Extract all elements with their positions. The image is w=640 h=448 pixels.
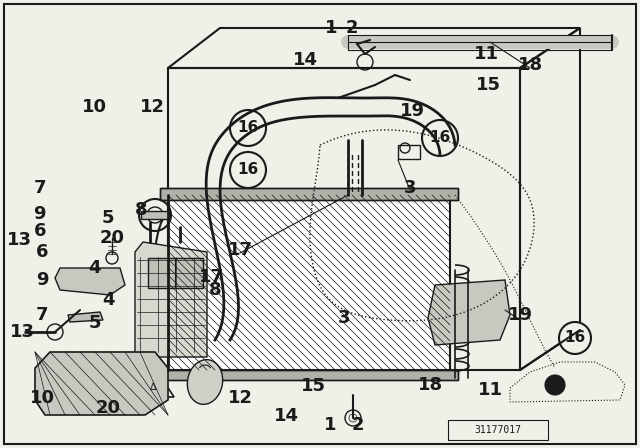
Circle shape [545, 375, 565, 395]
Bar [160, 370, 458, 380]
Circle shape [559, 322, 591, 354]
Text: 3: 3 [338, 309, 351, 327]
Text: 10: 10 [29, 389, 54, 407]
Text: 9: 9 [33, 205, 46, 223]
Text: 20: 20 [95, 399, 120, 417]
Text: 9: 9 [36, 271, 48, 289]
Text: 16: 16 [429, 130, 451, 146]
Polygon shape [135, 242, 207, 357]
Text: 14: 14 [274, 407, 300, 425]
Bar [160, 188, 458, 200]
Text: 7: 7 [36, 306, 48, 324]
Text: 1: 1 [325, 19, 338, 37]
Text: 17: 17 [198, 268, 224, 286]
Text: ∆: ∆ [148, 382, 156, 392]
Text: 18: 18 [517, 56, 543, 74]
Text: 16: 16 [237, 121, 259, 135]
Text: 2: 2 [346, 19, 358, 37]
Bar [398, 145, 420, 159]
Text: 5: 5 [88, 314, 101, 332]
Text: 15: 15 [476, 76, 500, 94]
Text: 7: 7 [33, 179, 46, 197]
Text: 4: 4 [102, 291, 115, 309]
Text: 6: 6 [36, 243, 48, 261]
Text: 19: 19 [400, 102, 426, 120]
Polygon shape [428, 280, 510, 345]
Text: 20: 20 [99, 229, 125, 247]
Polygon shape [55, 268, 125, 295]
Text: 1: 1 [324, 416, 336, 434]
Text: 14: 14 [292, 51, 317, 69]
Circle shape [230, 110, 266, 146]
Bar [160, 188, 458, 200]
Text: 3: 3 [404, 179, 416, 197]
Text: 13: 13 [6, 231, 32, 249]
Text: 8: 8 [134, 201, 147, 219]
Text: 18: 18 [417, 376, 443, 394]
Bar [448, 420, 548, 440]
Text: 31177017: 31177017 [474, 425, 522, 435]
Polygon shape [68, 312, 103, 322]
Text: 17: 17 [227, 241, 253, 259]
Bar [160, 370, 458, 380]
Text: 5: 5 [102, 209, 115, 227]
Text: 15: 15 [301, 377, 326, 395]
Bar [148, 258, 203, 288]
Text: 16: 16 [237, 163, 259, 177]
Text: 6: 6 [33, 222, 46, 240]
Text: 16: 16 [564, 331, 586, 345]
Text: 2: 2 [352, 416, 364, 434]
Text: 11: 11 [474, 45, 499, 63]
Bar [141, 211, 169, 219]
Polygon shape [168, 195, 450, 370]
Polygon shape [35, 352, 168, 415]
Circle shape [230, 152, 266, 188]
Text: 12: 12 [140, 98, 165, 116]
Text: 11: 11 [477, 381, 502, 399]
Text: 4: 4 [88, 259, 101, 277]
Text: 19: 19 [508, 306, 532, 324]
Text: 12: 12 [227, 389, 253, 407]
Text: 13: 13 [10, 323, 35, 341]
Ellipse shape [188, 360, 223, 405]
Circle shape [422, 120, 458, 156]
Text: 10: 10 [82, 98, 108, 116]
Text: 8: 8 [209, 281, 221, 299]
